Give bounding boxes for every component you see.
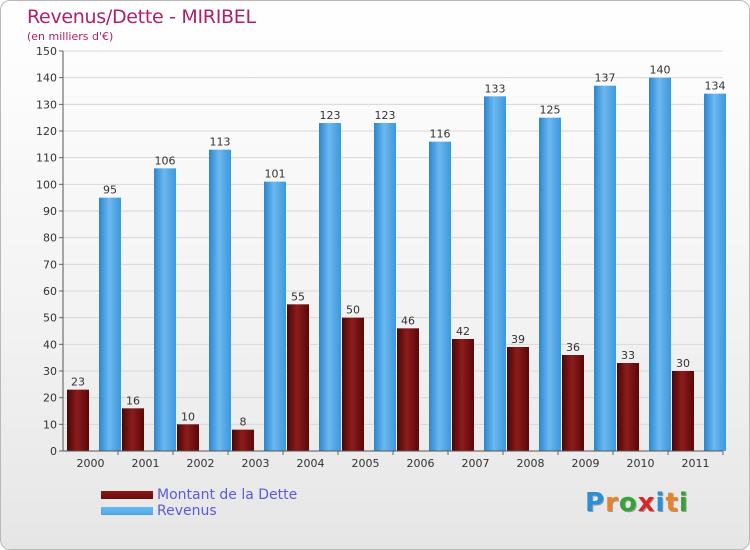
x-tick-label: 2008 [517, 457, 545, 470]
data-label: 23 [71, 376, 85, 389]
y-tick-label: 140 [36, 72, 57, 85]
data-label: 10 [181, 410, 195, 423]
bar-revenus [539, 117, 561, 452]
proxiti-logo: Proxiti [585, 488, 689, 518]
x-tick-label: 2002 [187, 457, 215, 470]
data-label: 116 [430, 128, 451, 141]
bars: 23 95 16 106 10 113 8 101 55 123 50 123 46 116 42 133 39… [67, 64, 726, 452]
x-tick-label: 2007 [462, 457, 490, 470]
data-label: 137 [595, 72, 616, 85]
data-label: 123 [320, 109, 341, 122]
bar-dette [452, 339, 474, 451]
x-tick-label: 2003 [242, 457, 270, 470]
logo-letter: i [678, 488, 689, 518]
bar-dette [672, 371, 694, 451]
y-tick-label: 150 [36, 45, 57, 58]
x-tick-label: 2006 [407, 457, 435, 470]
data-label: 125 [540, 104, 561, 117]
bar-dette [122, 408, 144, 451]
y-tick-label: 130 [36, 98, 57, 111]
logo-letter: P [585, 488, 606, 518]
chart-subtitle: (en milliers d'€) [27, 30, 114, 43]
axes [62, 51, 723, 452]
x-tick-label: 2010 [627, 457, 655, 470]
chart-title: Revenus/Dette - MIRIBEL [27, 6, 256, 28]
data-label: 42 [456, 325, 470, 338]
x-tick-label: 2000 [77, 457, 105, 470]
y-tick-label: 30 [43, 365, 57, 378]
data-label: 134 [705, 80, 726, 93]
bar-revenus [374, 123, 396, 451]
y-tick-label: 10 [43, 418, 57, 431]
logo-letter: r [605, 488, 619, 518]
data-label: 30 [676, 357, 690, 370]
y-tick-label: 20 [43, 392, 57, 405]
y-tick-label: 80 [43, 232, 57, 245]
x-tick-label: 2005 [352, 457, 380, 470]
bar-dette [397, 328, 419, 451]
data-label: 39 [511, 333, 525, 346]
data-label: 36 [566, 341, 580, 354]
x-axis-ticks: 2000 2001 2002 2003 2004 2005 2006 2007 2008 2009… [77, 451, 724, 470]
y-tick-label: 60 [43, 285, 57, 298]
bar-revenus [154, 168, 176, 452]
data-label: 113 [210, 136, 231, 149]
bar-revenus [264, 181, 286, 451]
bar-revenus [429, 141, 451, 451]
legend-label-revenus: Revenus [157, 503, 217, 519]
bar-dette [507, 347, 529, 451]
data-label: 101 [265, 168, 286, 181]
data-label: 8 [240, 416, 247, 429]
bar-revenus [209, 149, 231, 451]
y-tick-label: 100 [36, 178, 57, 191]
data-label: 46 [401, 314, 415, 327]
data-label: 106 [155, 154, 176, 167]
logo-letter: i [655, 488, 666, 518]
data-label: 33 [621, 349, 635, 362]
bar-dette [342, 317, 364, 451]
y-tick-label: 50 [43, 312, 57, 325]
y-tick-label: 110 [36, 152, 57, 165]
bar-revenus [704, 93, 726, 452]
bar-dette [177, 424, 199, 451]
x-tick-label: 2009 [572, 457, 600, 470]
logo-letter: o [618, 488, 638, 518]
x-tick-label: 2004 [297, 457, 325, 470]
bar-dette [562, 355, 584, 451]
y-axis-ticks: 0 10 20 30 40 50 60 70 80 90 100 110 120 130 140 150 [36, 45, 63, 458]
bar-dette [617, 363, 639, 451]
y-tick-label: 40 [43, 338, 57, 351]
x-tick-label: 2001 [132, 457, 160, 470]
y-tick-label: 120 [36, 125, 57, 138]
logo-letter: t [665, 488, 679, 518]
bar-dette [232, 429, 254, 451]
bar-dette [67, 389, 89, 451]
y-tick-label: 90 [43, 205, 57, 218]
bar-revenus [319, 123, 341, 451]
data-label: 55 [291, 290, 305, 303]
legend-swatch-dette [101, 491, 153, 499]
y-tick-label: 0 [50, 445, 57, 458]
data-label: 140 [650, 64, 671, 77]
data-label: 123 [375, 109, 396, 122]
data-label: 50 [346, 304, 360, 317]
logo-letter: x [637, 488, 656, 518]
bar-revenus [99, 197, 121, 451]
x-tick-label: 2011 [682, 457, 710, 470]
data-label: 16 [126, 394, 140, 407]
data-label: 95 [103, 184, 117, 197]
bar-revenus [594, 85, 616, 452]
legend-label-dette: Montant de la Dette [157, 487, 298, 503]
bar-revenus [484, 96, 506, 451]
data-label: 133 [485, 82, 506, 95]
bar-dette [287, 304, 309, 451]
bar-revenus [649, 77, 671, 452]
legend-swatch-revenus [101, 507, 153, 515]
y-tick-label: 70 [43, 258, 57, 271]
